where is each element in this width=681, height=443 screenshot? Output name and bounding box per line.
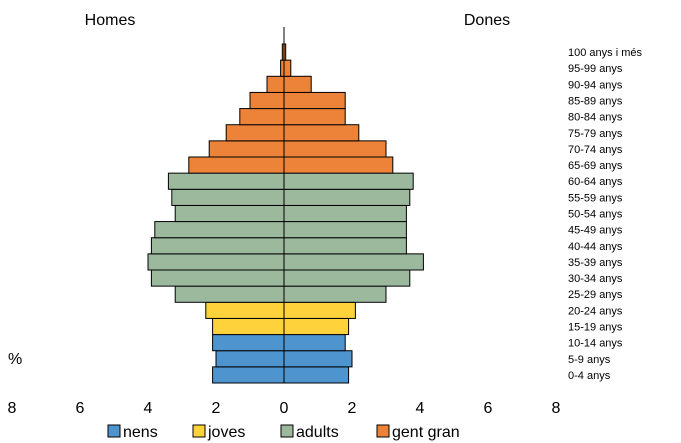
bar-dones-5 xyxy=(283,285,387,303)
age-label-6: 30-34 anys xyxy=(568,273,623,285)
bar-dones-7 xyxy=(283,253,424,271)
age-label-7: 35-39 anys xyxy=(568,257,623,269)
age-label-13: 65-69 anys xyxy=(568,160,623,172)
age-label-8: 40-44 anys xyxy=(568,241,623,253)
age-label-15: 75-79 anys xyxy=(568,128,623,140)
unit-label: % xyxy=(8,351,22,368)
bars-group xyxy=(147,27,424,384)
bar-dones-13 xyxy=(283,156,394,174)
bar-dones-8 xyxy=(283,237,407,255)
legend-label-3: gent gran xyxy=(392,424,460,441)
x-tick-label-1: 6 xyxy=(76,400,85,417)
bar-homes-4 xyxy=(205,301,285,319)
bar-homes-6 xyxy=(150,269,285,287)
bar-dones-6 xyxy=(283,269,411,287)
age-label-10: 50-54 anys xyxy=(568,209,623,221)
age-label-17: 85-89 anys xyxy=(568,96,623,108)
bar-dones-16 xyxy=(283,108,346,126)
bar-dones-1 xyxy=(283,350,353,368)
bar-homes-11 xyxy=(171,188,285,206)
age-label-5: 25-29 anys xyxy=(568,289,623,301)
legend-label-0: nens xyxy=(123,424,158,441)
x-tick-label-8: 8 xyxy=(552,400,561,417)
bar-homes-14 xyxy=(208,140,285,158)
age-label-11: 55-59 anys xyxy=(568,192,623,204)
age-label-19: 95-99 anys xyxy=(568,63,623,75)
bar-homes-17 xyxy=(249,91,285,110)
bar-homes-16 xyxy=(239,108,285,126)
left-side-label: Homes xyxy=(85,12,136,29)
bar-homes-5 xyxy=(174,285,285,303)
bar-homes-7 xyxy=(147,253,285,271)
x-tick-label-0: 8 xyxy=(8,400,17,417)
age-label-4: 20-24 anys xyxy=(568,305,623,317)
legend-swatch-1 xyxy=(192,424,206,438)
bar-dones-14 xyxy=(283,140,387,158)
bar-dones-9 xyxy=(283,221,407,239)
bar-dones-19 xyxy=(283,59,292,77)
legend-label-1: joves xyxy=(207,424,245,441)
bar-homes-0 xyxy=(212,366,285,384)
bar-homes-2 xyxy=(212,334,285,352)
bar-homes-12 xyxy=(167,172,285,190)
bar-dones-18 xyxy=(283,75,312,93)
age-label-14: 70-74 anys xyxy=(568,144,623,156)
x-tick-label-2: 4 xyxy=(144,400,153,417)
age-label-9: 45-49 anys xyxy=(568,225,623,237)
x-axis: 8 6 4 2 0 2 4 6 8 xyxy=(8,400,561,417)
bar-homes-8 xyxy=(150,237,285,255)
right-side-label: Dones xyxy=(464,12,510,29)
legend: nens joves adults gent gran xyxy=(107,424,460,441)
bar-homes-15 xyxy=(225,124,285,142)
bar-dones-12 xyxy=(283,172,414,190)
bar-homes-3 xyxy=(212,317,285,336)
x-tick-label-5: 2 xyxy=(348,400,357,417)
bar-homes-9 xyxy=(154,221,285,239)
age-label-16: 80-84 anys xyxy=(568,112,623,124)
age-labels-group: 0-4 anys 5-9 anys 10-14 anys 15-19 anys 20-2… xyxy=(568,47,642,382)
legend-swatch-0 xyxy=(107,424,121,438)
bar-dones-11 xyxy=(283,188,411,206)
bar-dones-0 xyxy=(283,366,350,384)
bar-homes-1 xyxy=(215,350,285,368)
x-tick-label-7: 6 xyxy=(484,400,493,417)
bar-homes-19 xyxy=(280,59,285,77)
bar-homes-18 xyxy=(266,75,285,93)
age-label-20: 100 anys i més xyxy=(568,47,642,59)
legend-label-2: adults xyxy=(296,424,339,441)
age-label-2: 10-14 anys xyxy=(568,338,623,350)
bar-dones-17 xyxy=(283,91,346,110)
legend-swatch-2 xyxy=(280,424,294,438)
bar-dones-4 xyxy=(283,301,356,319)
bar-dones-15 xyxy=(283,124,360,142)
bar-homes-10 xyxy=(174,204,285,223)
age-label-12: 60-64 anys xyxy=(568,176,623,188)
x-tick-label-6: 4 xyxy=(416,400,425,417)
bar-dones-10 xyxy=(283,204,407,223)
legend-swatch-3 xyxy=(376,424,390,438)
age-label-1: 5-9 anys xyxy=(568,354,611,366)
bar-dones-3 xyxy=(283,317,350,336)
age-label-3: 15-19 anys xyxy=(568,322,623,334)
bar-dones-2 xyxy=(283,334,346,352)
x-tick-label-3: 2 xyxy=(212,400,221,417)
age-label-0: 0-4 anys xyxy=(568,370,611,382)
bar-homes-13 xyxy=(188,156,285,174)
age-label-18: 90-94 anys xyxy=(568,79,623,91)
x-tick-label-4: 0 xyxy=(280,400,289,417)
